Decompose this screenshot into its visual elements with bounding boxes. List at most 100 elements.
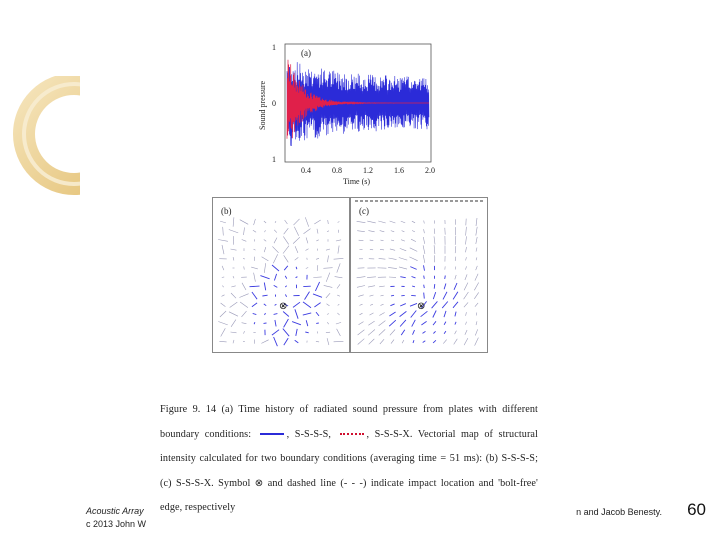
intensity-vector	[380, 294, 384, 297]
x-tick-label: 2.0	[425, 166, 435, 175]
intensity-vector	[316, 239, 319, 242]
intensity-vector	[261, 339, 269, 344]
intensity-vector	[222, 285, 224, 288]
intensity-vector	[229, 301, 238, 308]
intensity-vector	[475, 247, 478, 252]
intensity-vector	[390, 339, 395, 344]
intensity-vector	[423, 229, 425, 234]
intensity-vector	[334, 276, 343, 279]
intensity-vector	[422, 254, 426, 263]
intensity-vector	[401, 230, 405, 233]
intensity-vector	[315, 258, 320, 260]
intensity-vector	[305, 217, 309, 227]
intensity-vector	[411, 230, 416, 233]
intensity-vector	[219, 341, 227, 343]
intensity-vector	[390, 239, 395, 242]
intensity-vector	[357, 329, 365, 336]
intensity-vector	[369, 312, 374, 316]
intensity-vector	[369, 294, 374, 297]
y-axis-label: Sound pressure	[258, 80, 267, 130]
intensity-vector	[420, 310, 428, 318]
intensity-vector	[336, 284, 341, 289]
intensity-vector	[368, 230, 375, 233]
intensity-vector	[262, 294, 268, 297]
intensity-vector	[293, 218, 300, 226]
intensity-vector	[378, 320, 386, 327]
intensity-vector	[453, 338, 458, 345]
intensity-vector	[463, 302, 469, 308]
intensity-vector	[410, 310, 417, 318]
intensity-vector	[336, 328, 341, 337]
intensity-vector	[305, 331, 309, 334]
intensity-vector	[221, 244, 225, 255]
intensity-vector	[243, 227, 245, 236]
intensity-vector	[261, 256, 269, 262]
intensity-vector	[422, 340, 426, 343]
intensity-vector	[433, 228, 436, 234]
intensity-vector	[444, 275, 446, 279]
intensity-vector	[367, 220, 376, 224]
intensity-vector	[356, 285, 366, 288]
intensity-vector	[410, 266, 417, 270]
intensity-vector	[274, 319, 277, 327]
intensity-vector	[369, 239, 374, 241]
intensity-vector	[294, 309, 299, 319]
intensity-vector	[295, 328, 298, 336]
series-s-s-s-s	[286, 62, 430, 147]
intensity-vector	[399, 319, 407, 327]
intensity-vector	[221, 265, 225, 271]
intensity-vector	[475, 217, 478, 227]
panel-b-label: (b)	[221, 206, 232, 216]
intensity-vector	[359, 303, 363, 306]
intensity-vector	[388, 257, 397, 260]
intensity-vector	[465, 226, 467, 236]
intensity-vector	[305, 248, 309, 251]
intensity-vector	[400, 220, 406, 224]
caption-part-2: , S-S-S-S,	[286, 428, 331, 440]
intensity-vector	[379, 249, 385, 251]
intensity-vector	[475, 329, 478, 336]
intensity-vector	[400, 329, 406, 336]
intensity-vector	[400, 276, 406, 279]
intensity-vector	[283, 318, 289, 328]
intensity-vector	[389, 311, 396, 317]
intensity-vector	[388, 319, 397, 327]
intensity-vector	[423, 292, 425, 299]
intensity-vector	[228, 229, 239, 234]
red-dotted-legend-swatch	[339, 433, 364, 436]
intensity-vector	[314, 219, 321, 225]
intensity-vector	[273, 336, 278, 347]
intensity-vector	[454, 311, 457, 317]
intensity-vector	[465, 266, 467, 270]
intensity-vector	[335, 322, 342, 325]
x-axis-label: Time (s)	[343, 177, 370, 186]
intensity-vector	[475, 226, 478, 236]
intensity-vector	[282, 328, 290, 337]
intensity-vector	[337, 303, 340, 306]
intensity-vector	[218, 239, 228, 242]
intensity-vector	[433, 330, 436, 334]
intensity-vector	[367, 276, 376, 278]
intensity-vector	[368, 338, 375, 345]
intensity-vector	[313, 276, 322, 278]
intensity-vector	[221, 294, 225, 297]
intensity-vector	[230, 292, 237, 299]
intensity-vector	[389, 248, 396, 251]
intensity-vector	[263, 239, 267, 242]
intensity-vector	[358, 294, 364, 297]
impact-symbol-b: ⊗	[279, 301, 287, 312]
intensity-vector	[273, 313, 278, 315]
intensity-vector	[337, 221, 340, 223]
intensity-vector	[443, 283, 447, 290]
intensity-vector	[421, 301, 427, 309]
intensity-vector	[264, 263, 266, 273]
intensity-vector	[294, 339, 299, 344]
footer-book-title: Acoustic Array	[86, 506, 144, 516]
intensity-vector	[295, 266, 298, 270]
intensity-vector	[230, 248, 237, 251]
y-tick-top: 1	[272, 43, 276, 52]
intensity-vector	[325, 293, 331, 299]
intensity-vector	[388, 267, 397, 269]
intensity-vector	[423, 265, 425, 271]
plot-a-panel-label: (a)	[301, 48, 311, 58]
